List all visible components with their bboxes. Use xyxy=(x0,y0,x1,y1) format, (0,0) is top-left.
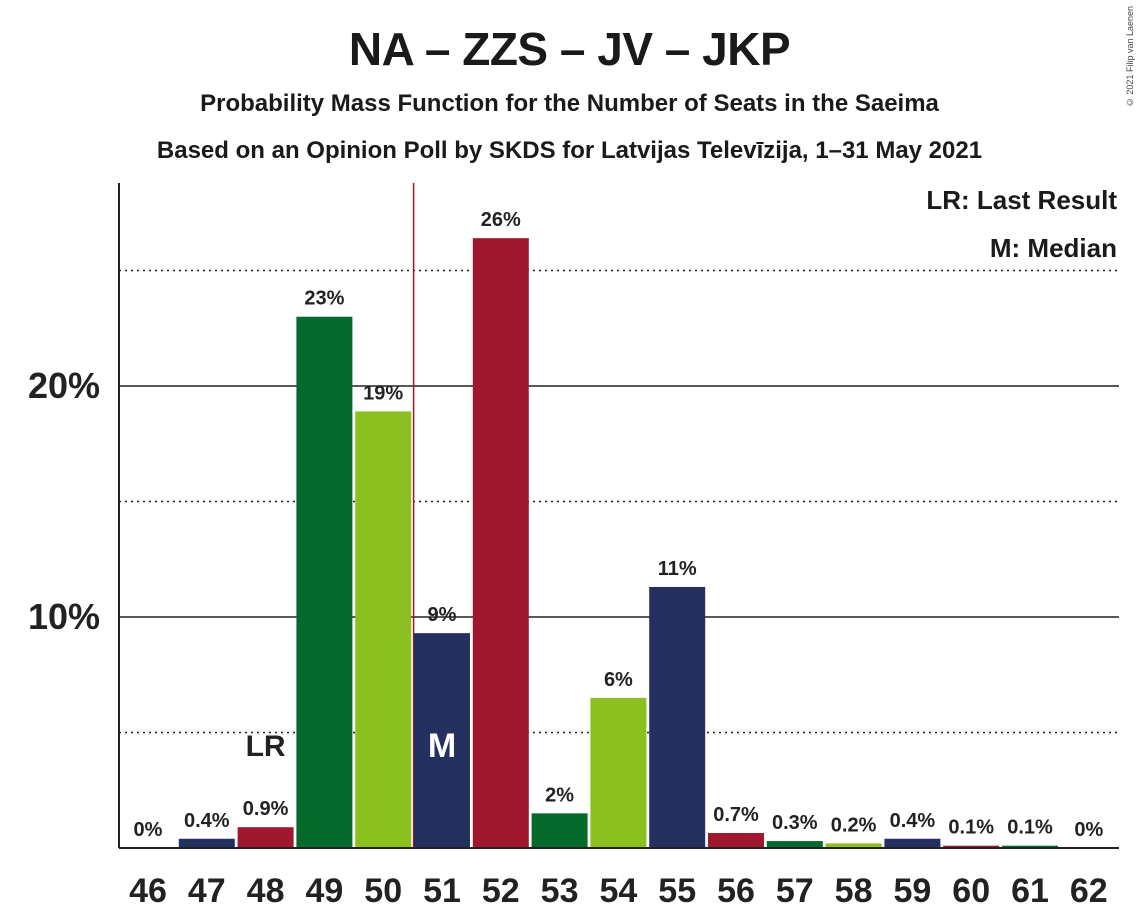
value-label-48: 0.9% xyxy=(243,798,289,820)
bar-56 xyxy=(708,832,764,848)
bar-54 xyxy=(590,697,647,848)
x-tick-label-54: 54 xyxy=(599,872,637,910)
x-tick-label-51: 51 xyxy=(423,872,461,910)
value-label-50: 19% xyxy=(363,382,403,404)
y-tick-label: 10% xyxy=(28,596,100,637)
x-tick-label-56: 56 xyxy=(717,872,755,910)
value-label-60: 0.1% xyxy=(948,817,994,839)
value-label-59: 0.4% xyxy=(890,810,936,832)
value-label-51: 9% xyxy=(428,604,457,626)
x-tick-label-50: 50 xyxy=(364,872,402,910)
value-label-52: 26% xyxy=(481,209,521,231)
bar-60 xyxy=(943,845,1000,848)
legend-median: M: Median xyxy=(990,233,1117,263)
value-label-46: 0% xyxy=(134,819,163,841)
value-labels: 0% 0.4% 0.9% 23% 19% 9% 26% 2% 6% 11% 0.7% 0.3% 0.2%… xyxy=(134,209,1104,841)
x-tick-label-55: 55 xyxy=(658,872,696,910)
value-label-55: 11% xyxy=(658,558,697,580)
bar-49 xyxy=(296,316,353,848)
bar-61 xyxy=(1002,845,1058,848)
chart-subtitle-poll: Based on an Opinion Poll by SKDS for Lat… xyxy=(156,137,983,164)
bar-50 xyxy=(355,411,412,848)
x-tick-label-57: 57 xyxy=(776,872,814,910)
last-result-marker: LR xyxy=(246,730,286,763)
value-label-47: 0.4% xyxy=(184,810,230,832)
x-tick-label-59: 59 xyxy=(893,872,931,910)
chart-subtitle: Probability Mass Function for the Number… xyxy=(200,90,939,117)
x-tick-label-58: 58 xyxy=(835,872,873,910)
value-label-61: 0.1% xyxy=(1007,817,1053,839)
bar-58 xyxy=(825,843,882,848)
value-label-54: 6% xyxy=(604,669,633,691)
bar-59 xyxy=(884,838,941,848)
axes: 10% 20% 46 47 48 49 50 51 52 53 54 55 56 57 58 59 60 61 62 xyxy=(28,183,1119,910)
x-tick-label-46: 46 xyxy=(129,872,167,910)
bars xyxy=(178,238,1058,848)
x-tick-label-61: 61 xyxy=(1011,872,1049,910)
value-label-53: 2% xyxy=(545,784,574,806)
bar-55 xyxy=(649,586,706,848)
value-label-58: 0.2% xyxy=(831,814,877,836)
bar-52 xyxy=(472,238,529,848)
median-marker: M xyxy=(428,727,456,765)
value-label-56: 0.7% xyxy=(713,804,759,826)
x-tick-label-60: 60 xyxy=(952,872,990,910)
value-label-62: 0% xyxy=(1074,819,1103,841)
x-tick-label-47: 47 xyxy=(188,872,226,910)
x-tick-label-52: 52 xyxy=(482,872,520,910)
x-tick-label-49: 49 xyxy=(305,872,343,910)
chart-title: NA – ZZS – JV – JKP xyxy=(348,23,791,75)
value-label-49: 23% xyxy=(304,288,344,310)
y-tick-label: 20% xyxy=(28,365,100,406)
value-label-57: 0.3% xyxy=(772,812,818,834)
x-tick-label-53: 53 xyxy=(541,872,579,910)
bar-47 xyxy=(178,838,235,848)
x-tick-label-62: 62 xyxy=(1070,872,1108,910)
bar-48 xyxy=(237,827,294,848)
x-tick-label-48: 48 xyxy=(247,872,285,910)
bar-57 xyxy=(766,841,823,848)
bar-51 xyxy=(414,633,470,848)
legend-last-result: LR: Last Result xyxy=(926,185,1117,215)
bar-53 xyxy=(531,813,588,848)
